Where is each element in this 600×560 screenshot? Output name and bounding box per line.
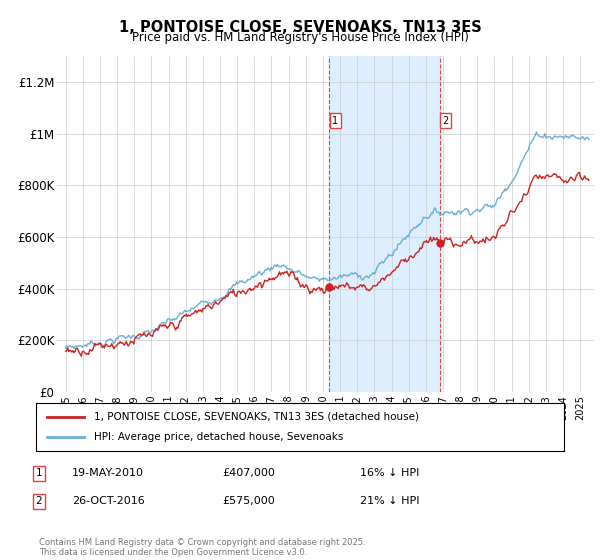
Text: 19-MAY-2010: 19-MAY-2010 [72, 468, 144, 478]
1, PONTOISE CLOSE, SEVENOAKS, TN13 3ES (detached house) [346, 285, 353, 292]
HPI: Average price, detached house, Sevenoaks: (2.02e+03, 1.01e+06): Average price, detached house, Sevenoaks… [533, 129, 540, 136]
1, PONTOISE CLOSE, SEVENOAKS, TN13 3ES (detached house) [374, 279, 382, 286]
HPI: Average price, detached house, Sevenoaks: (2.02e+03, 7.25e+05): Average price, detached house, Sevenoaks… [492, 201, 499, 208]
Text: £407,000: £407,000 [222, 468, 275, 478]
HPI: Average price, detached house, Sevenoaks: (2e+03, 1.7e+05): Average price, detached house, Sevenoaks… [62, 345, 69, 352]
1, PONTOISE CLOSE, SEVENOAKS, TN13 3ES (detached house) [62, 348, 69, 354]
1, PONTOISE CLOSE, SEVENOAKS, TN13 3ES (detached house) [585, 177, 592, 184]
Text: Price paid vs. HM Land Registry's House Price Index (HPI): Price paid vs. HM Land Registry's House … [131, 31, 469, 44]
1, PONTOISE CLOSE, SEVENOAKS, TN13 3ES (detached house) [78, 353, 85, 360]
1, PONTOISE CLOSE, SEVENOAKS, TN13 3ES (detached house) [315, 284, 322, 291]
HPI: Average price, detached house, Sevenoaks: (2e+03, 1.68e+05): Average price, detached house, Sevenoaks… [70, 346, 77, 352]
HPI: Average price, detached house, Sevenoaks: (2.01e+03, 4.42e+05): Average price, detached house, Sevenoaks… [311, 274, 319, 281]
Text: 1, PONTOISE CLOSE, SEVENOAKS, TN13 3ES (detached house): 1, PONTOISE CLOSE, SEVENOAKS, TN13 3ES (… [94, 412, 419, 422]
Text: 21% ↓ HPI: 21% ↓ HPI [360, 496, 419, 506]
HPI: Average price, detached house, Sevenoaks: (2.01e+03, 4.38e+05): Average price, detached house, Sevenoaks… [315, 276, 322, 282]
HPI: Average price, detached house, Sevenoaks: (2.03e+03, 9.77e+05): Average price, detached house, Sevenoaks… [585, 136, 592, 143]
HPI: Average price, detached house, Sevenoaks: (2.01e+03, 4.86e+05): Average price, detached house, Sevenoaks… [374, 263, 382, 270]
HPI: Average price, detached house, Sevenoaks: (2.02e+03, 9.81e+05): Average price, detached house, Sevenoaks… [575, 135, 582, 142]
Bar [329, 56, 440, 392]
Text: 1: 1 [332, 115, 338, 125]
1, PONTOISE CLOSE, SEVENOAKS, TN13 3ES (detached house) [574, 171, 581, 178]
1, PONTOISE CLOSE, SEVENOAKS, TN13 3ES (detached house) [576, 169, 583, 176]
Text: 2: 2 [443, 115, 449, 125]
Text: £575,000: £575,000 [222, 496, 275, 506]
Text: HPI: Average price, detached house, Sevenoaks: HPI: Average price, detached house, Seve… [94, 432, 343, 442]
Text: 26-OCT-2016: 26-OCT-2016 [72, 496, 145, 506]
Text: 16% ↓ HPI: 16% ↓ HPI [360, 468, 419, 478]
1, PONTOISE CLOSE, SEVENOAKS, TN13 3ES (detached house) [311, 286, 319, 293]
Text: Contains HM Land Registry data © Crown copyright and database right 2025.
This d: Contains HM Land Registry data © Crown c… [39, 538, 365, 557]
HPI: Average price, detached house, Sevenoaks: (2.01e+03, 4.52e+05): Average price, detached house, Sevenoaks… [346, 272, 353, 278]
Line: 1, PONTOISE CLOSE, SEVENOAKS, TN13 3ES (detached house): 1, PONTOISE CLOSE, SEVENOAKS, TN13 3ES (… [65, 172, 589, 356]
Text: 2: 2 [35, 496, 43, 506]
Text: 1: 1 [35, 468, 43, 478]
1, PONTOISE CLOSE, SEVENOAKS, TN13 3ES (detached house) [492, 235, 499, 242]
Line: HPI: Average price, detached house, Sevenoaks: HPI: Average price, detached house, Seve… [65, 132, 589, 349]
Text: 1, PONTOISE CLOSE, SEVENOAKS, TN13 3ES: 1, PONTOISE CLOSE, SEVENOAKS, TN13 3ES [119, 20, 481, 35]
